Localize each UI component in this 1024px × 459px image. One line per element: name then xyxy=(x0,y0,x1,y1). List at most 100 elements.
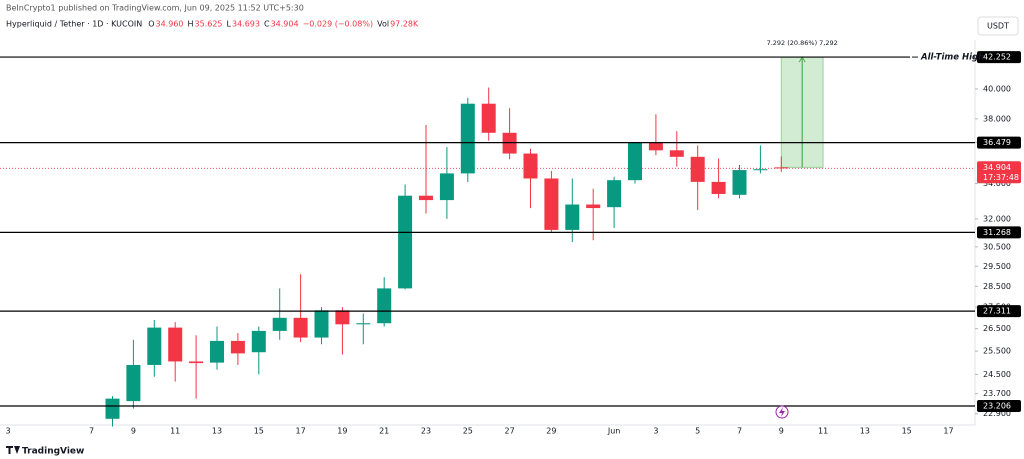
candle-body xyxy=(460,103,475,174)
ohlc-key: O xyxy=(148,20,154,29)
level-label: 31.268 xyxy=(983,228,1011,237)
candle-body xyxy=(690,156,705,182)
ohlc-key: L xyxy=(227,20,232,29)
candle-body xyxy=(711,181,726,194)
candle-body xyxy=(105,398,120,419)
candle-body xyxy=(293,317,308,338)
candle-body xyxy=(544,178,559,230)
candle-body xyxy=(439,173,454,201)
last-price-box xyxy=(977,161,1021,184)
annotation-bg xyxy=(910,51,974,64)
x-tick-label: 13 xyxy=(860,427,870,436)
candle-body xyxy=(251,330,266,353)
x-tick-label: 15 xyxy=(254,427,264,436)
y-tick-label: 28.500 xyxy=(983,282,1011,291)
candle-body xyxy=(732,170,747,195)
countdown: 17:37:48 xyxy=(983,173,1019,182)
event-icon-bolt xyxy=(779,407,785,417)
level-label-box xyxy=(977,136,1021,149)
level-label-box xyxy=(977,51,1021,64)
x-tick-label: 13 xyxy=(212,427,222,436)
x-tick-label: 3 xyxy=(5,427,10,436)
candle-body xyxy=(314,310,329,338)
level-label: 36.479 xyxy=(983,138,1011,147)
x-tick-label: 19 xyxy=(337,427,347,436)
measure-label: 7.292 (20.86%) 7,292 xyxy=(767,39,838,47)
candle-body xyxy=(774,167,789,169)
y-tick-label: 29.500 xyxy=(983,262,1011,271)
candle-body xyxy=(126,364,141,402)
x-tick-label: 9 xyxy=(131,427,136,436)
candle-body xyxy=(565,204,580,230)
publisher: BeInCrypto1 published on TradingView.com… xyxy=(6,4,304,13)
candle-body xyxy=(586,204,601,209)
y-tick-label: 23.700 xyxy=(983,389,1011,398)
candle-body xyxy=(481,103,496,133)
vol-key: Vol xyxy=(377,20,389,29)
x-tick-label: 9 xyxy=(779,427,784,436)
candle-body xyxy=(230,340,245,354)
candle-body xyxy=(147,327,162,365)
last-price-label: 34.904 xyxy=(983,163,1011,172)
candle-body xyxy=(272,317,287,331)
x-tick-label: 17 xyxy=(296,427,306,436)
candle-body xyxy=(607,180,622,208)
x-tick-label: 23 xyxy=(421,427,431,436)
y-tick-label: 34.000 xyxy=(983,179,1011,188)
candle-body xyxy=(648,142,663,151)
annotation: All-Time High xyxy=(920,53,984,63)
level-label-box xyxy=(977,399,1021,412)
ohlc-value: 34.960 xyxy=(156,20,184,29)
level-label: 23.206 xyxy=(983,401,1011,410)
candle-body xyxy=(753,169,768,171)
y-tick-label: 40.000 xyxy=(983,84,1011,93)
candle-body xyxy=(210,340,224,363)
candle-body xyxy=(628,142,642,181)
y-tick-label: 26.500 xyxy=(983,324,1011,333)
y-tick-label: 30.500 xyxy=(983,242,1011,251)
x-tick-label: 5 xyxy=(695,427,700,436)
candle-body xyxy=(168,327,183,362)
ohlc-value: 34.693 xyxy=(232,20,260,29)
x-tick-label: 21 xyxy=(379,427,389,436)
candle-body xyxy=(335,310,350,325)
level-label-box xyxy=(977,226,1021,239)
x-tick-label: Jun xyxy=(607,427,621,436)
candle-body xyxy=(398,195,413,289)
x-tick-label: 11 xyxy=(818,427,828,436)
currency[interactable]: USDT xyxy=(987,22,1009,31)
candle-body xyxy=(669,150,684,157)
x-tick-label: 17 xyxy=(943,427,953,436)
logo-mark xyxy=(6,446,20,454)
symbol: Hyperliquid / Tether · 1D · KUCOIN xyxy=(6,20,142,29)
ohlc-value: 34.904 xyxy=(271,20,299,29)
x-tick-label: 7 xyxy=(89,427,94,436)
x-tick-label: 29 xyxy=(546,427,556,436)
vol-value: 97.28K xyxy=(390,20,419,29)
candle-body xyxy=(356,323,371,325)
ohlc-value: 35.625 xyxy=(195,20,223,29)
logo: TradingView xyxy=(22,447,84,457)
y-tick-label: 22.900 xyxy=(983,409,1011,418)
y-tick-label: 24.500 xyxy=(983,370,1011,379)
x-tick-label: 15 xyxy=(902,427,912,436)
y-tick-label: 32.000 xyxy=(983,214,1011,223)
y-tick-label: 38.000 xyxy=(983,114,1011,123)
x-tick-label: 25 xyxy=(463,427,473,436)
ohlc-key: H xyxy=(188,20,194,29)
candle-body xyxy=(189,361,204,364)
ohlc-key: C xyxy=(264,20,270,29)
x-tick-label: 7 xyxy=(737,427,742,436)
level-label: 27.311 xyxy=(983,307,1011,316)
x-tick-label: 11 xyxy=(170,427,180,436)
candle-body xyxy=(377,288,392,324)
x-tick-label: 27 xyxy=(505,427,515,436)
x-tick-label: 3 xyxy=(653,427,658,436)
currency-box[interactable] xyxy=(977,16,1019,36)
candle-body xyxy=(419,195,433,201)
candle-body xyxy=(523,153,538,179)
y-tick-label: 25.500 xyxy=(983,347,1011,356)
change: −0.029 (−0.08%) xyxy=(303,20,374,29)
